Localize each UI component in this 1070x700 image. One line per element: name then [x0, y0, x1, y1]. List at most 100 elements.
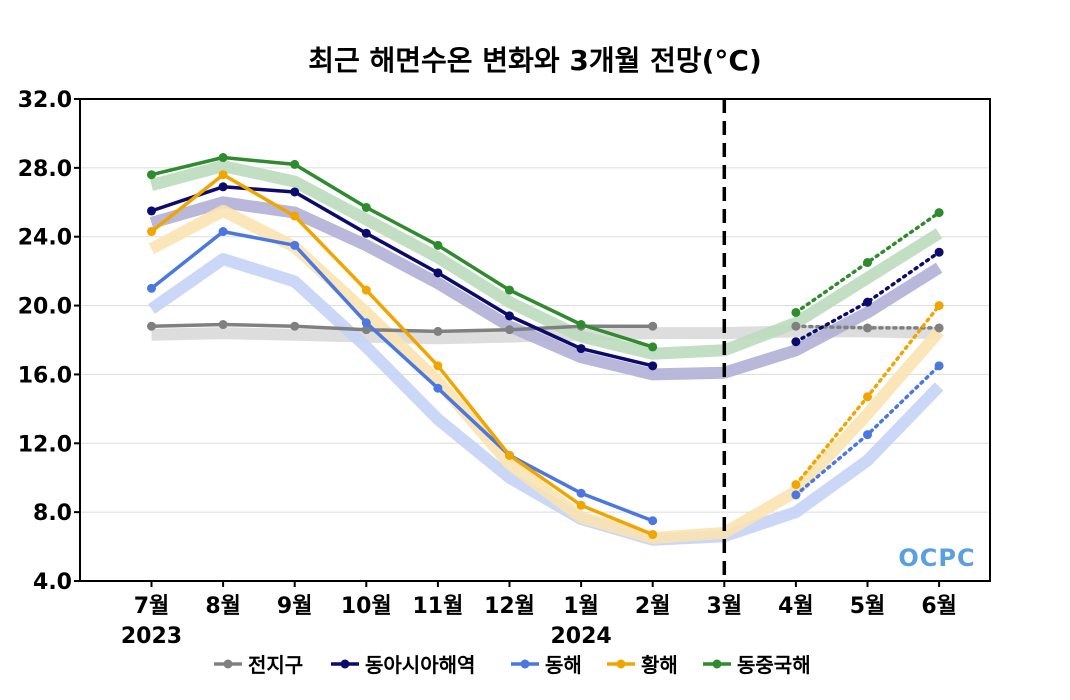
- observed-point-황해: [505, 450, 514, 460]
- observed-point-전지구: [361, 325, 371, 335]
- logo-text: OCPC: [898, 544, 975, 572]
- x-tick-label: 1월: [563, 594, 599, 619]
- legend-marker: [340, 659, 350, 669]
- forecast-point-동아시아해역: [791, 337, 801, 347]
- x-tick-label: 12월: [484, 594, 535, 619]
- y-tick-label: 32.0: [18, 88, 72, 113]
- observed-point-동해: [290, 240, 300, 250]
- forecast-point-동해: [791, 490, 801, 500]
- forecast-point-황해: [863, 392, 872, 402]
- y-tick-label: 16.0: [18, 363, 72, 388]
- legend-label: 황해: [641, 653, 678, 677]
- observed-point-동해: [218, 227, 228, 237]
- x-tick-label: 5월: [850, 594, 886, 619]
- y-tick-label: 20.0: [18, 295, 72, 320]
- observed-point-전지구: [433, 326, 443, 336]
- forecast-point-동중국해: [863, 258, 872, 268]
- legend-label: 동아시아해역: [365, 653, 475, 677]
- observed-point-동해: [576, 488, 586, 498]
- observed-line-황해: [150, 172, 654, 537]
- observed-point-동아시아해역: [218, 182, 228, 192]
- x-axis-ticks: 7월 8월 9월 10월 11월 12월 1월 2월 3월 4월 5월 6월 2023 2024: [121, 581, 957, 649]
- observed-point-동해: [361, 318, 371, 328]
- forecast-point-전지구: [863, 323, 872, 333]
- forecast-point-전지구: [934, 323, 944, 333]
- x-tick-label: 4월: [778, 594, 814, 619]
- climatology-band-동중국해: [149, 160, 943, 360]
- observed-line-동해: [150, 229, 654, 523]
- observed-point-동해: [648, 516, 658, 526]
- observed-point-황해: [218, 170, 228, 180]
- legend-marker: [520, 659, 530, 669]
- year-label: 2024: [550, 624, 611, 649]
- observed-point-동아시아해역: [576, 344, 586, 354]
- observed-point-황해: [576, 500, 586, 510]
- observed-point-전지구: [290, 321, 300, 331]
- chart-legend: 전지구 동아시아해역 동해 황해 동중국해: [214, 653, 811, 677]
- year-label: 2023: [121, 624, 182, 649]
- observed-point-동중국해: [648, 342, 658, 352]
- observed-point-동중국해: [147, 170, 156, 180]
- x-tick-label: 8월: [205, 594, 241, 619]
- observed-point-동중국해: [361, 202, 371, 212]
- observed-point-동아시아해역: [361, 228, 371, 238]
- observed-line-동중국해: [151, 155, 654, 349]
- x-tick-label: 2월: [635, 594, 671, 619]
- legend-label: 전지구: [248, 653, 303, 677]
- observed-line-전지구: [151, 322, 653, 334]
- observed-lines: [150, 155, 654, 537]
- forecast-point-황해: [934, 301, 944, 311]
- legend-marker: [616, 659, 626, 669]
- observed-point-동중국해: [505, 285, 514, 295]
- forecast-line-동아시아해역: [794, 250, 941, 344]
- observed-point-동중국해: [290, 159, 300, 169]
- data-points: [147, 153, 944, 540]
- observed-point-동아시아해역: [505, 311, 514, 321]
- observed-point-동해: [147, 283, 156, 293]
- y-tick-label: 4.0: [33, 570, 72, 595]
- observed-point-전지구: [147, 321, 156, 331]
- observed-line-동아시아해역: [150, 185, 654, 368]
- ocpc-logo: OCPC: [898, 544, 975, 572]
- observed-point-동중국해: [576, 320, 586, 330]
- observed-point-전지구: [648, 321, 658, 331]
- x-tick-label: 11월: [412, 594, 463, 619]
- forecast-point-동아시아해역: [934, 247, 944, 257]
- observed-point-동중국해: [218, 153, 228, 163]
- x-tick-label: 7월: [134, 594, 170, 619]
- x-tick-label: 6월: [921, 594, 957, 619]
- legend-label: 동해: [545, 653, 582, 677]
- forecast-point-황해: [791, 480, 801, 490]
- observed-point-전지구: [218, 320, 228, 330]
- observed-point-동아시아해역: [147, 206, 156, 216]
- climatology-bands: [148, 160, 944, 546]
- forecast-point-동아시아해역: [863, 297, 872, 307]
- legend-label: 동중국해: [737, 653, 811, 677]
- observed-point-황해: [648, 530, 658, 540]
- climatology-band-동해: [148, 253, 944, 546]
- observed-point-동중국해: [433, 240, 443, 250]
- observed-point-동아시아해역: [648, 361, 658, 371]
- observed-point-전지구: [505, 325, 514, 335]
- y-tick-label: 28.0: [18, 157, 72, 182]
- forecast-point-동중국해: [791, 307, 801, 317]
- observed-point-황해: [290, 211, 300, 221]
- climatology-band-황해: [148, 204, 944, 544]
- x-tick-label: 10월: [341, 594, 392, 619]
- y-axis-ticks: 4.0 8.0 12.0 16.0 20.0 24.0 28.0 32.0: [18, 88, 80, 595]
- observed-point-동해: [433, 383, 443, 393]
- forecast-point-동해: [863, 430, 872, 440]
- legend-marker: [712, 659, 722, 669]
- forecast-point-동중국해: [934, 208, 944, 218]
- forecast-point-전지구: [791, 321, 801, 331]
- x-tick-label: 3월: [707, 594, 743, 619]
- chart-title: 최근 해면수온 변화와 3개월 전망(°C): [308, 44, 762, 77]
- observed-point-황해: [361, 285, 371, 295]
- observed-point-동아시아해역: [433, 268, 443, 278]
- forecast-point-동해: [934, 361, 944, 371]
- y-tick-label: 24.0: [18, 226, 72, 251]
- observed-point-황해: [433, 361, 443, 371]
- y-tick-label: 8.0: [33, 501, 72, 526]
